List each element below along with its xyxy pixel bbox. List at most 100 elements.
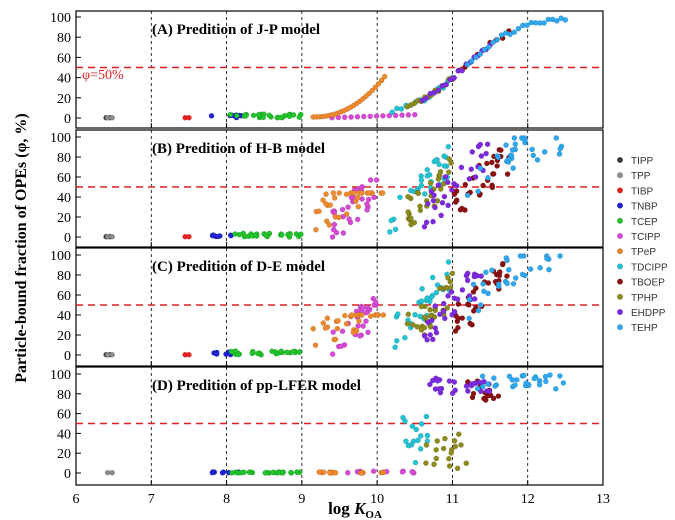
data-point-tboep (499, 261, 506, 268)
data-point-tehp (537, 264, 543, 271)
data-point-tdcipp (387, 229, 393, 235)
data-point-tehp (485, 44, 492, 50)
data-point-tpep (380, 312, 387, 318)
data-point-tehp (483, 269, 489, 276)
data-point-tpep (350, 329, 357, 336)
data-point-tdcipp (423, 413, 430, 420)
data-point-tdcipp (433, 157, 440, 163)
data-point-tpep (342, 312, 348, 319)
data-point-tehp (466, 296, 473, 303)
panel-points (103, 253, 563, 358)
data-point-tdcipp (397, 194, 403, 201)
data-point-tpep (332, 469, 339, 476)
data-point-tphp (446, 455, 452, 462)
data-point-tehp (475, 307, 482, 314)
data-point-ehdpp (430, 197, 437, 204)
data-point-tdcipp (395, 311, 401, 317)
data-point-tcipp (392, 112, 399, 119)
data-point-tehp (509, 377, 516, 383)
data-point-tcipp (360, 323, 366, 329)
data-point-tcep (227, 111, 234, 118)
data-point-tcipp (357, 333, 363, 339)
data-point-tcep (287, 232, 293, 239)
data-point-tcep (279, 232, 285, 238)
legend-label-tipp: TIPP (631, 156, 654, 167)
data-point-tboep (470, 308, 477, 314)
data-point-ehdpp (423, 95, 430, 101)
data-point-tdcipp (398, 106, 405, 112)
data-point-tnbp (213, 351, 220, 357)
data-point-tehp (534, 157, 541, 163)
data-point-ehdpp (451, 379, 458, 385)
data-point-tphp (463, 460, 470, 467)
data-point-tdcipp (419, 285, 425, 292)
data-point-ehdpp (440, 300, 447, 307)
data-point-tehp (477, 302, 484, 308)
data-point-tcipp (331, 221, 338, 228)
data-point-ehdpp (445, 293, 451, 299)
data-point-tcep (286, 113, 293, 120)
data-point-ehdpp (445, 202, 451, 209)
data-point-ehdpp (428, 188, 435, 195)
data-point-tdcipp (389, 109, 396, 115)
data-point-tboep (504, 171, 511, 177)
data-point-tphp (451, 437, 458, 444)
data-point-tehp (503, 142, 509, 148)
y-tick-label: 60 (57, 51, 71, 66)
data-point-tcipp (399, 112, 405, 118)
data-point-tpep (358, 470, 365, 476)
data-point-tphp (431, 461, 437, 468)
data-point-tphp (433, 455, 440, 462)
x-axis-label-sub: OA (365, 509, 382, 520)
data-point-tboep (469, 321, 475, 328)
legend-label-tpep: TPeP (631, 247, 656, 258)
x-tick-label: 13 (596, 492, 610, 507)
x-axis-label-main: log (328, 499, 354, 518)
data-point-tpep (374, 312, 381, 318)
data-point-tcipp (338, 343, 345, 349)
data-point-tehp (523, 380, 529, 386)
data-point-tcep (260, 114, 267, 121)
data-point-tdcipp (412, 459, 419, 466)
y-tick-label: 80 (57, 31, 71, 46)
data-point-tphp (433, 446, 439, 453)
data-point-tcipp (399, 469, 406, 475)
data-point-tphp (423, 442, 430, 448)
data-point-tpep (323, 191, 329, 197)
data-point-tphp (408, 215, 414, 222)
data-point-ehdpp (448, 289, 455, 295)
legend-label-tboep: TBOEP (631, 278, 665, 289)
data-point-tehp (511, 29, 518, 36)
data-point-tpep (331, 195, 338, 201)
data-point-ehdpp (435, 87, 442, 93)
data-point-tphp (417, 207, 424, 214)
data-point-tboep (451, 191, 458, 197)
data-point-ehdpp (429, 377, 436, 384)
data-point-ehdpp (419, 97, 426, 104)
data-point-tehp (552, 385, 559, 392)
data-point-tcipp (348, 114, 354, 120)
y-tick-label: 40 (57, 309, 71, 324)
data-point-tehp (481, 46, 488, 53)
data-point-tpep (327, 470, 333, 476)
data-point-tehp (531, 375, 538, 382)
data-point-tpep (359, 190, 365, 196)
data-point-tcep (249, 232, 255, 239)
data-point-ehdpp (451, 308, 458, 315)
data-point-ehdpp (471, 273, 478, 280)
panel-points (104, 372, 567, 476)
data-point-tnbp (209, 469, 216, 476)
data-point-tcipp (370, 468, 377, 474)
data-point-tpep (336, 214, 342, 221)
data-point-tphp (440, 445, 447, 452)
data-point-tcipp (365, 196, 372, 203)
data-point-tehp (485, 174, 491, 181)
data-point-tcep (269, 348, 275, 355)
data-point-ehdpp (423, 219, 430, 226)
x-tick-label: 11 (446, 492, 459, 507)
data-point-ehdpp (449, 187, 455, 193)
data-point-tphp (434, 438, 441, 444)
data-point-tcep (266, 112, 273, 119)
panel-de: 0 20 40 60 80 100 (C) Predition of D-E model (50, 247, 604, 367)
data-point-tdcipp (418, 182, 425, 189)
